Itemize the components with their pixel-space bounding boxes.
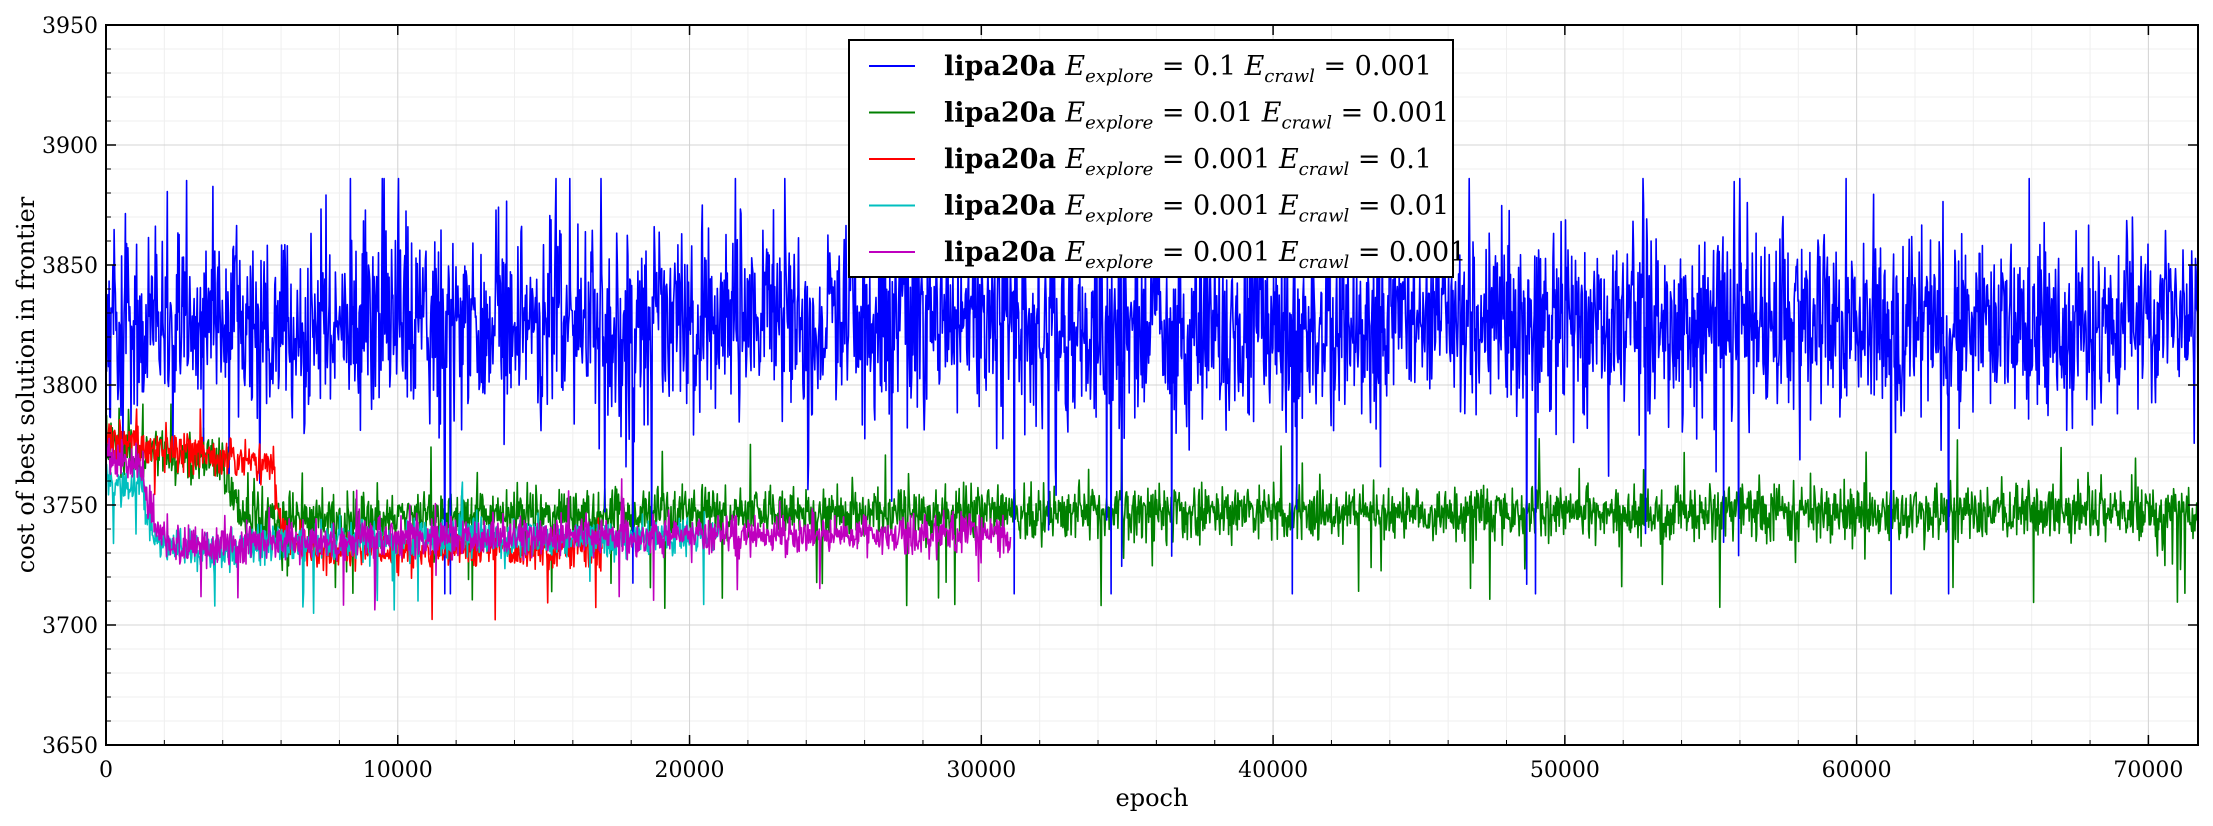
y-tick-label: 3850 <box>42 254 98 279</box>
x-tick-label: 0 <box>99 758 113 783</box>
x-tick-label: 30000 <box>946 758 1016 783</box>
series-lines <box>105 177 2199 621</box>
x-axis-label: epoch <box>1116 784 1189 812</box>
x-tick-label: 60000 <box>1822 758 1892 783</box>
series-line <box>105 403 2199 610</box>
series-line <box>105 177 2199 595</box>
legend-label: lipa20a Eexplore = 0.001 Ecrawl = 0.01 <box>944 191 1449 227</box>
x-tick-label: 20000 <box>655 758 725 783</box>
x-tick-label: 10000 <box>363 758 433 783</box>
legend-label: lipa20a Eexplore = 0.001 Ecrawl = 0.1 <box>944 144 1432 180</box>
x-tick-label: 70000 <box>2113 758 2183 783</box>
series-line <box>105 437 1012 611</box>
y-tick-label: 3950 <box>42 14 98 39</box>
x-tick-label: 40000 <box>1238 758 1308 783</box>
legend-label: lipa20a Eexplore = 0.001 Ecrawl = 0.001 <box>944 237 1466 273</box>
axis-ticks: 0 10000 20000 30000 40000 50000 60000 70000 3650… <box>42 14 2198 783</box>
legend-label: lipa20a Eexplore = 0.01 Ecrawl = 0.001 <box>944 98 1449 134</box>
y-tick-label: 3800 <box>42 374 98 399</box>
y-tick-label: 3650 <box>42 734 98 759</box>
legend-label: lipa20a Eexplore = 0.1 Ecrawl = 0.001 <box>944 51 1432 87</box>
x-tick-label: 50000 <box>1530 758 1600 783</box>
y-tick-label: 3700 <box>42 614 98 639</box>
legend-box <box>848 39 1454 278</box>
y-axis-label: cost of best solution in frontier <box>12 196 40 573</box>
y-tick-label: 3900 <box>42 134 98 159</box>
legend: lipa20a Eexplore = 0.1 Ecrawl = 0.001 lip… <box>848 39 1466 278</box>
y-tick-label: 3750 <box>42 494 98 519</box>
